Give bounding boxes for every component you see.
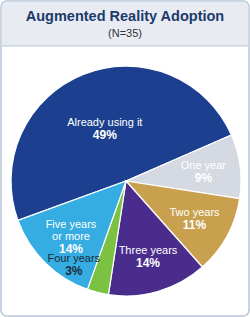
labels: Already using it49% One year9% Two years11… xyxy=(46,116,227,278)
title-divider xyxy=(2,46,249,47)
pie-slice xyxy=(18,181,126,289)
title: Augmented Reality Adoption xyxy=(26,8,224,24)
slice-name-line: Already using it xyxy=(67,116,142,128)
data-label: 14% xyxy=(59,242,83,256)
chart-root: Augmented Reality Adoption (N=35) Already … xyxy=(0,0,250,317)
slice-name: Already using it xyxy=(67,116,142,128)
slice-name-line: Three years xyxy=(119,244,178,256)
slice-name-line: Two years xyxy=(169,206,220,218)
slice-name-line: Five years xyxy=(46,218,97,230)
slice-name: Five yearsor more xyxy=(46,218,97,242)
data-label: 49% xyxy=(93,128,117,142)
frame xyxy=(1,1,249,316)
slice-name-line: One year xyxy=(181,159,227,171)
slice-name: Two years xyxy=(169,206,220,218)
data-label: 14% xyxy=(136,256,160,270)
slice-name: One year xyxy=(181,159,227,171)
data-label: 9% xyxy=(195,171,213,185)
data-label: 3% xyxy=(65,264,83,278)
slice-name: Three years xyxy=(119,244,178,256)
slices xyxy=(11,66,241,296)
title-band xyxy=(2,2,249,46)
subtitle: (N=35) xyxy=(108,27,142,39)
slice-name-line: or more xyxy=(52,230,90,242)
data-label: 11% xyxy=(183,218,207,232)
